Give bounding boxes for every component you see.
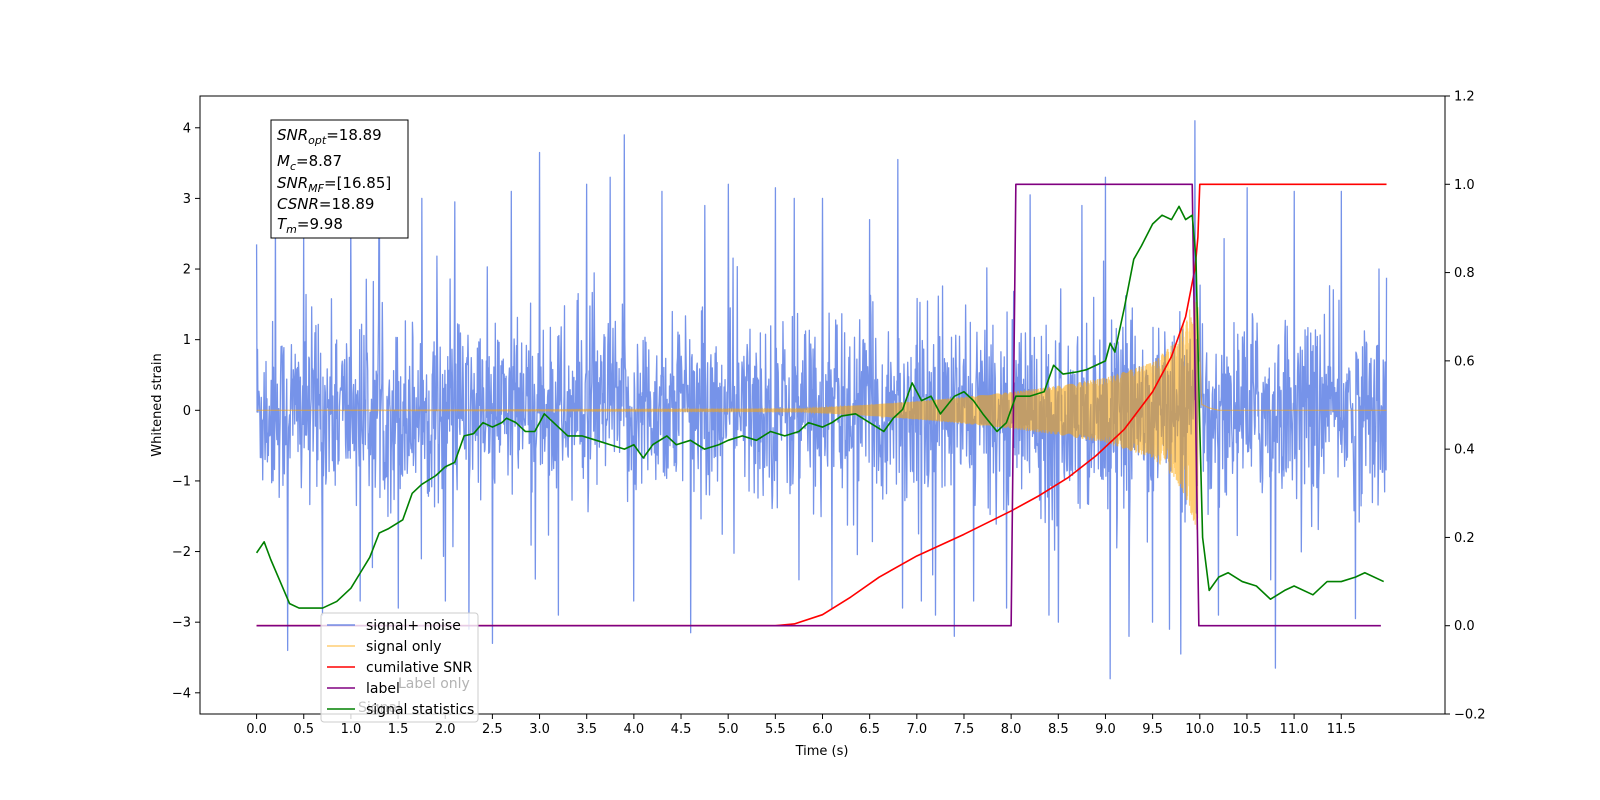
annotation-line-4: CSNR=18.89	[277, 195, 374, 213]
y-tick-label: −2	[172, 545, 191, 560]
y-tick-label: 1	[183, 333, 191, 348]
y2-tick-label: 0.2	[1454, 531, 1475, 546]
y-tick-label: 4	[183, 121, 191, 136]
y-tick-label: 0	[183, 404, 191, 419]
annotation-value: =18.89	[326, 126, 382, 144]
annotation-symbol: T	[277, 215, 288, 233]
signal-only-line	[256, 296, 1387, 530]
x-tick-label: 1.5	[388, 722, 409, 737]
y-axis-label: Whitened strain	[150, 353, 165, 456]
x-tick-label: 8.5	[1048, 722, 1069, 737]
x-tick-label: 5.5	[765, 722, 786, 737]
x-tick-label: 4.0	[624, 722, 645, 737]
annotation-line-2: Mc=8.87	[277, 152, 342, 173]
x-tick-label: 11.5	[1327, 722, 1356, 737]
annotation-line-5: Tm=9.98	[277, 215, 343, 236]
annotation-subscript: c	[290, 160, 296, 173]
signal-statistics-line	[255, 205, 1385, 609]
label-line	[256, 183, 1381, 627]
y-tick-label: −4	[172, 686, 191, 701]
legend-label-cumilative-snr: cumilative SNR	[366, 660, 473, 676]
annotation-box: SNRopt=18.89Mc=8.87SNRMF=[16.85]CSNR=18.…	[270, 119, 409, 239]
legend: Label only Signal signal+ noise signal on…	[320, 612, 479, 723]
y2-tick-label: 1.2	[1454, 90, 1475, 105]
legend-label-signal-noise: signal+ noise	[366, 618, 461, 634]
annotation-line-3: SNRMF=[16.85]	[277, 174, 391, 195]
x-axis-label: Time (s)	[795, 744, 849, 759]
y2-tick-label: 0.8	[1454, 266, 1475, 281]
annotation-line-1: SNRopt=18.89	[277, 126, 382, 147]
annotation-symbol: CSNR	[277, 195, 319, 213]
legend-hidden-text-1: Label only	[398, 676, 470, 692]
y2-tick-label: 0.0	[1454, 619, 1475, 634]
legend-hidden-text-2: Signal	[358, 700, 401, 716]
annotation-symbol: SNR	[277, 174, 308, 192]
y2-tick-label: 0.4	[1454, 443, 1475, 458]
y2-tick-label: 1.0	[1454, 178, 1475, 193]
x-tick-label: 9.0	[1095, 722, 1116, 737]
x-tick-label: 9.5	[1142, 722, 1163, 737]
annotation-symbol: M	[277, 152, 290, 170]
annotation-value: =8.87	[296, 152, 342, 170]
x-tick-label: 5.0	[718, 722, 739, 737]
x-tick-label: 0.5	[293, 722, 314, 737]
x-tick-label: 7.0	[906, 722, 927, 737]
y2-tick-label: 0.6	[1454, 354, 1475, 369]
y2-tick-label: −0.2	[1454, 708, 1486, 723]
legend-label-signal-statistics: signal statistics	[366, 702, 474, 718]
annotation-subscript: m	[286, 223, 297, 236]
annotation-symbol: SNR	[277, 126, 308, 144]
x-tick-label: 2.0	[435, 722, 456, 737]
x-tick-label: 6.5	[859, 722, 880, 737]
legend-label-signal-only: signal only	[366, 639, 441, 655]
x-tick-label: 2.5	[482, 722, 503, 737]
x-tick-label: 10.5	[1232, 722, 1261, 737]
x-tick-label: 11.0	[1280, 722, 1309, 737]
x-tick-label: 6.0	[812, 722, 833, 737]
x-tick-label: 8.0	[1001, 722, 1022, 737]
x-tick-label: 0.0	[246, 722, 267, 737]
x-tick-label: 7.5	[954, 722, 975, 737]
annotation-value: =18.89	[319, 195, 375, 213]
x-tick-label: 3.0	[529, 722, 550, 737]
y-tick-label: −3	[172, 616, 191, 631]
y-tick-label: −1	[172, 474, 191, 489]
annotation-subscript: MF	[308, 182, 324, 195]
annotation-subscript: opt	[308, 134, 327, 147]
y-tick-label: 2	[183, 263, 191, 278]
y-tick-label: 3	[183, 192, 191, 207]
annotation-value: =[16.85]	[324, 174, 391, 192]
x-tick-label: 3.5	[576, 722, 597, 737]
x-tick-label: 1.0	[341, 722, 362, 737]
x-tick-label: 4.5	[671, 722, 692, 737]
legend-label-label: label	[366, 681, 400, 697]
annotation-value: =9.98	[297, 215, 343, 233]
x-tick-label: 10.0	[1185, 722, 1214, 737]
